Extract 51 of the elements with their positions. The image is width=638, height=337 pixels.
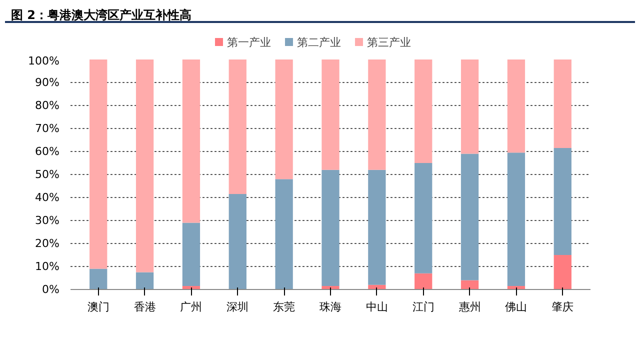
bar <box>554 148 572 255</box>
y-tick-label: 100% <box>28 54 60 68</box>
x-tick-label: 惠州 <box>458 300 481 314</box>
x-tick-label: 澳门 <box>87 300 110 314</box>
bar <box>414 163 432 274</box>
bar <box>554 60 572 148</box>
y-tick-label: 0% <box>42 283 60 296</box>
y-tick-label: 70% <box>35 122 60 135</box>
x-tick-label: 江门 <box>412 300 434 314</box>
bar <box>507 60 526 153</box>
y-tick-label: 50% <box>35 168 60 181</box>
y-tick-label: 40% <box>35 191 60 204</box>
bar <box>228 194 246 290</box>
y-tick-label: 20% <box>35 237 60 250</box>
x-tick-label: 东莞 <box>273 300 296 314</box>
y-tick-label: 10% <box>35 260 60 273</box>
bar <box>136 272 154 290</box>
x-tick-label: 佛山 <box>505 300 528 314</box>
y-tick-label: 90% <box>35 76 60 89</box>
x-tick-label: 深圳 <box>226 300 249 314</box>
x-tick-label: 香港 <box>134 300 156 314</box>
bar <box>554 255 572 290</box>
x-tick-label: 肇庆 <box>552 300 574 314</box>
y-tick-label: 30% <box>35 214 60 227</box>
bar <box>182 222 200 286</box>
bar <box>322 170 340 286</box>
chart-title: 图 2：粤港澳大湾区产业互补性高 <box>11 7 192 24</box>
bar <box>460 154 479 280</box>
bar <box>90 60 108 269</box>
bar <box>90 268 108 290</box>
y-tick-label: 60% <box>35 145 60 158</box>
legend-label: 第二产业 <box>297 36 341 49</box>
bar <box>368 170 386 285</box>
bar <box>228 60 246 194</box>
x-tick-label: 珠海 <box>320 300 342 314</box>
legend-label: 第三产业 <box>367 36 411 49</box>
legend-label: 第一产业 <box>227 36 271 49</box>
x-tick-label: 中山 <box>366 300 388 314</box>
bar <box>414 273 432 290</box>
bar <box>275 179 293 290</box>
bar <box>507 152 526 286</box>
bar <box>275 60 293 180</box>
y-tick-label: 80% <box>35 99 60 112</box>
bar <box>322 60 340 170</box>
bar <box>136 60 154 272</box>
bar <box>460 280 479 290</box>
bar <box>182 60 200 223</box>
bar <box>414 60 432 163</box>
x-tick-label: 广州 <box>180 300 202 314</box>
bar <box>460 60 479 154</box>
bar <box>368 60 386 170</box>
